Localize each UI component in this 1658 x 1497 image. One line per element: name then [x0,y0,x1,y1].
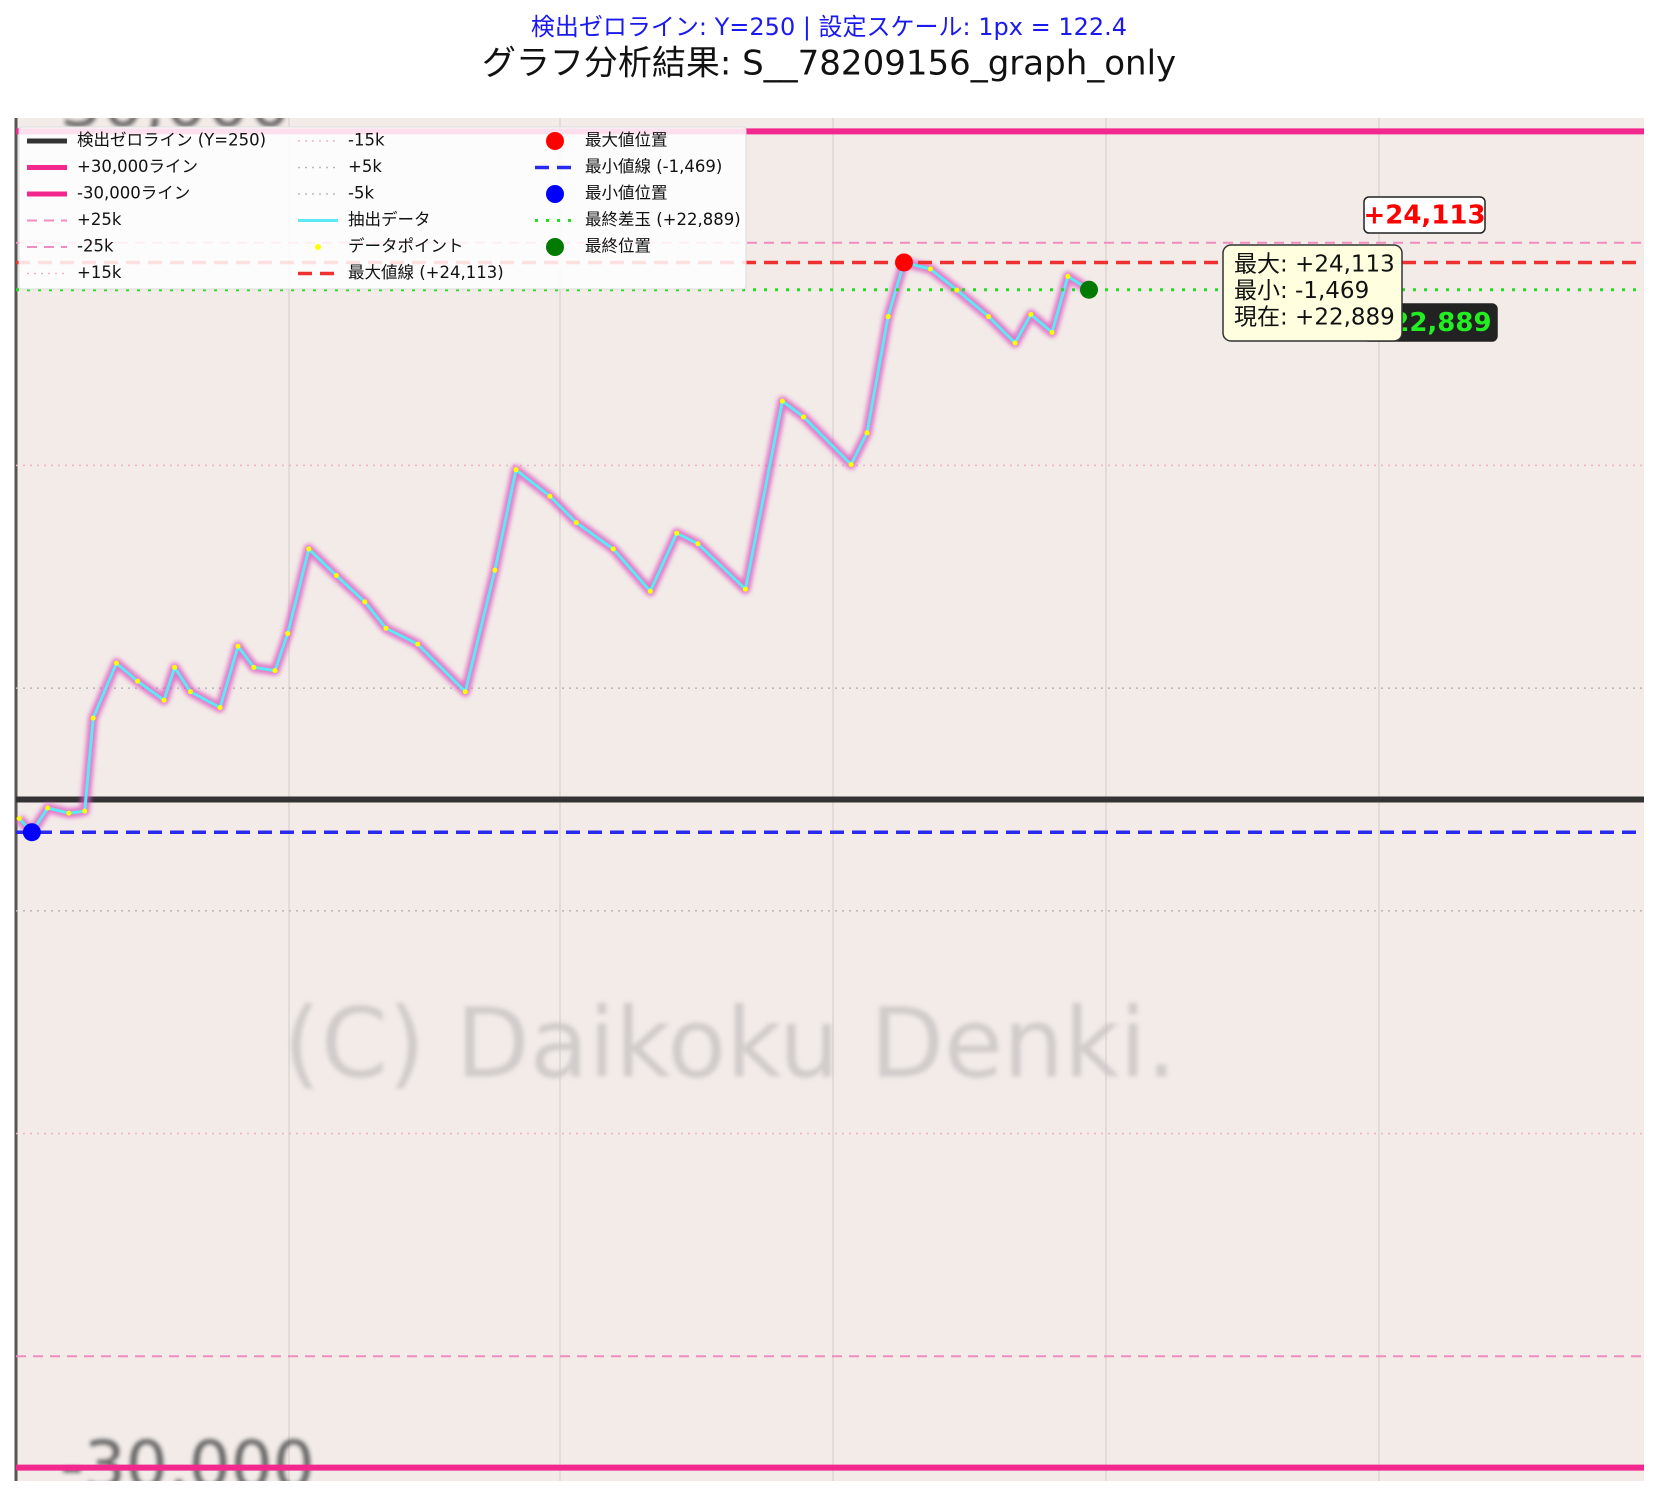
data-point [573,520,579,526]
legend-label: 抽出データ [348,209,431,229]
legend-handle [546,132,564,150]
legend-handle [546,185,564,203]
legend-label: 検出ゼロライン (Y=250) [77,131,266,150]
chart-subtitle: 検出ゼロライン: Y=250 | 設定スケール: 1px = 122.4 [531,13,1127,41]
data-point [674,530,680,536]
data-point [217,705,223,711]
data-point [383,625,389,631]
legend-label: 最大値位置 [585,131,668,150]
data-point [610,546,616,552]
data-point [885,314,891,320]
data-point [333,572,339,578]
legend-label: 最終位置 [585,237,651,256]
data-point [235,643,241,649]
data-point [927,266,933,272]
legend-handle [315,244,321,250]
data-point [66,810,72,816]
legend: 検出ゼロライン (Y=250) +30,000ライン -30,000ライン +25k -… [18,126,747,290]
legend-label: -5k [348,184,374,203]
legend-label: +15k [77,263,122,282]
data-point [848,461,854,467]
data-point [954,287,960,293]
tooltip-box [1222,244,1403,342]
data-point [801,414,807,420]
data-point [135,678,141,684]
background-texts: 30,000-30,000(C) Daikoku Denki. [60,118,1177,1497]
legend-label: +5k [348,157,382,176]
data-point [986,314,992,320]
data-point [415,641,421,647]
data-point [16,816,22,822]
data-point [172,664,178,670]
data-point [362,599,368,605]
data-point [647,588,653,594]
data-point [462,689,468,695]
legend-label: -15k [348,131,385,150]
tooltip-line: 最大: +24,113 [1234,252,1395,278]
legend-label: データポイント [348,236,464,256]
legend-label: 最終差玉 (+22,889) [585,210,741,229]
position-marker [895,253,913,272]
data-point [187,689,193,695]
position-marker [22,823,41,842]
position-marker [1080,280,1098,299]
legend-label: -30,000ライン [77,184,190,203]
legend-label: +30,000ライン [77,157,198,176]
data-point [492,567,498,573]
annotation-box [1363,196,1486,234]
legend-label: 最大値線 (+24,113) [348,263,504,282]
data-point [1028,311,1034,317]
data-point [45,805,51,811]
chart-title: グラフ分析結果: S__78209156_graph_only [482,44,1176,84]
data-point [251,664,257,670]
data-point [306,546,312,552]
background-text: -30,000 [60,1427,315,1497]
data-point [113,660,119,666]
data-point [82,808,88,814]
legend-handle [546,238,564,256]
tooltip-line: 最小: -1,469 [1234,278,1369,304]
legend-label: +25k [77,210,122,229]
tooltip-line: 現在: +22,889 [1234,305,1395,331]
background-text: (C) Daikoku Denki. [283,987,1176,1099]
legend-label: 最小値線 (-1,469) [585,157,722,176]
data-point [547,493,553,499]
data-point [1065,273,1071,279]
data-point [90,715,96,721]
legend-label: -25k [77,237,114,256]
data-point [1012,340,1018,346]
data-point [161,697,167,703]
plot-lines [15,128,1644,1471]
data-point [742,586,748,592]
data-point [285,631,291,637]
data-point [695,541,701,547]
data-point [1049,329,1055,335]
data-point [513,467,519,473]
data-point [864,430,870,436]
legend-label: 最小値位置 [585,184,668,203]
data-point [779,398,785,404]
data-point [272,668,278,674]
annotation-label: +24,113 [1363,201,1485,231]
